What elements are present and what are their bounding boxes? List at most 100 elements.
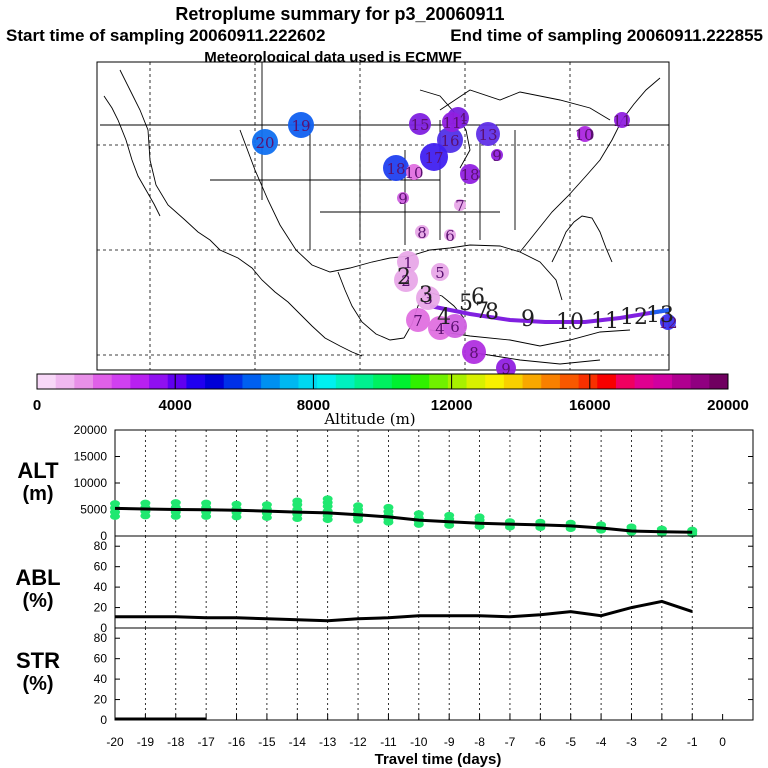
y-tick-label: 20: [94, 601, 108, 615]
map-marker-dot: [415, 225, 429, 239]
alt-panel: ALT (m) 20000 15000 10000 5000 0: [17, 423, 754, 543]
colorbar-cell: [690, 374, 710, 389]
alt-panel-label-top: ALT: [17, 458, 59, 483]
track-label: 4: [437, 305, 451, 330]
map-marker-label: 10: [404, 164, 423, 182]
colorbar-cell: [149, 374, 169, 389]
abl-line: [115, 599, 693, 623]
track-label: 3: [419, 283, 433, 308]
map-marker-label: 12: [658, 314, 677, 332]
alt-scatter-point: [140, 499, 151, 507]
map-marker-dot: [397, 192, 409, 204]
alt-y-tick-labels: 20000 15000 10000 5000 0: [74, 423, 753, 543]
colorbar-cell: [559, 374, 580, 389]
colorbar-cell: [410, 374, 430, 389]
colorbar: 0 4000 8000 12000 16000 20000 Altitude (m): [33, 373, 749, 428]
colorbar-cell: [522, 374, 542, 389]
x-tick-label: -4: [596, 735, 607, 749]
y-tick-label: 60: [94, 560, 108, 574]
alt-scatter-point: [110, 500, 120, 508]
colorbar-cell: [709, 374, 729, 389]
alt-scatter-point: [474, 513, 485, 521]
map-marker-label: 18: [386, 160, 405, 178]
colorbar-cell: [186, 374, 206, 389]
map-marker-label: 8: [417, 224, 427, 242]
track-label: 2: [397, 265, 411, 290]
colorbar-tick-label: 0: [33, 397, 41, 414]
map-marker-dot: [406, 164, 422, 180]
alt-scatter-point: [231, 500, 242, 508]
colorbar-cell: [485, 374, 505, 389]
map-markers: 1234567891011121314151617181920109876111…: [252, 107, 678, 378]
map-marker-label: 10: [574, 126, 593, 144]
x-tick-label: -14: [289, 735, 307, 749]
colorbar-cell: [261, 374, 281, 389]
alt-scatter-point: [444, 511, 455, 519]
map-marker-dot: [443, 314, 467, 338]
colorbar-cell: [93, 374, 113, 389]
colorbar-cell: [167, 374, 187, 389]
colorbar-cell: [223, 374, 243, 389]
figure-title: Retroplume summary for p3_20060911: [175, 4, 504, 24]
colorbar-cell: [37, 374, 57, 389]
y-tick-label: 20000: [74, 423, 108, 437]
colorbar-cell: [373, 374, 393, 389]
colorbar-tick-label: 4000: [159, 397, 192, 414]
map-marker-dot: [444, 229, 456, 241]
map-marker-label: 8: [469, 344, 479, 362]
x-tick-label: 0: [719, 735, 726, 749]
x-tick-label: -6: [535, 735, 546, 749]
map-marker-label: 7: [413, 312, 423, 330]
colorbar-cell: [205, 374, 225, 389]
str-panel: STR (%) 80 60 40 20 0: [16, 627, 754, 727]
y-tick-label: 80: [94, 631, 108, 645]
map-marker-dot: [397, 251, 419, 273]
y-tick-label: 40: [94, 672, 108, 686]
map-marker-dot: [416, 286, 440, 310]
map-marker-label: 3: [423, 290, 433, 308]
map-marker-label: 5: [435, 264, 445, 282]
track-label: 8: [485, 300, 499, 325]
y-tick-label: 0: [100, 621, 107, 635]
y-tick-label: 60: [94, 652, 108, 666]
alt-scatter-point: [413, 510, 424, 518]
map-marker-label: 15: [410, 116, 429, 134]
x-tick-label: -10: [410, 735, 428, 749]
x-tick-label: -1: [687, 735, 698, 749]
map-marker-label: 19: [291, 117, 310, 135]
x-tick-label: -13: [319, 735, 337, 749]
map-marker-label: 11: [442, 114, 461, 132]
map-marker-dot: [660, 314, 676, 330]
map-marker-label: 7: [455, 197, 465, 215]
alt-scatter-point: [353, 502, 364, 510]
colorbar-cell: [597, 374, 617, 389]
colorbar-cell: [111, 374, 131, 389]
alt-median-line: [114, 506, 693, 534]
str-gridlines: [144, 628, 693, 720]
map-marker-dot: [442, 112, 462, 132]
colorbar-tick-label: 12000: [431, 397, 473, 414]
x-tick-label: -8: [474, 735, 485, 749]
alt-scatter-point: [201, 499, 212, 507]
x-tick-label: -17: [197, 735, 215, 749]
map-marker-label: 17: [424, 149, 443, 167]
alt-scatter-point: [626, 523, 637, 531]
str-panel-label-bottom: (%): [22, 673, 53, 695]
track-label: 7: [475, 299, 489, 324]
map-panel: 1234567891011121314151617181920109876111…: [96, 61, 678, 378]
x-tick-label: -12: [349, 735, 367, 749]
str-y-tick-labels: 80 60 40 20 0: [94, 631, 753, 727]
map-marker-dot: [420, 143, 448, 171]
map-marker-dot: [462, 340, 486, 364]
str-panel-label-top: STR: [16, 648, 60, 673]
y-tick-label: 20: [94, 693, 108, 707]
colorbar-cell: [634, 374, 654, 389]
map-marker-label: 20: [255, 134, 274, 152]
end-time-label: End time of sampling 20060911.222855: [450, 26, 763, 45]
alt-scatter-point: [170, 499, 181, 507]
x-tick-label: -9: [444, 735, 455, 749]
abl-y-tick-labels: 80 60 40 20 0: [94, 539, 753, 635]
colorbar-cell: [447, 374, 468, 389]
colorbar-cell: [391, 374, 412, 389]
map-frame: [96, 61, 670, 371]
